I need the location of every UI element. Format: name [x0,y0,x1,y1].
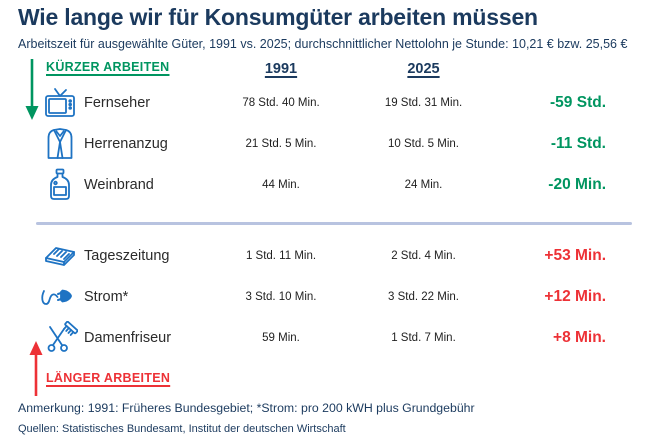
column-header-1991: 1991 [264,61,298,77]
value-1991: 44 Min. [262,178,300,191]
value-1991: 78 Std. 40 Min. [242,96,320,109]
table-row: Weinbrand 44 Min. 24 Min. -20 Min. [36,164,632,205]
comparison-table: 1991 2025 Fernseher 78 Std. 40 Min. 19 S… [36,56,632,358]
change-value: -11 Std. [550,134,606,152]
product-label: Weinbrand [84,176,154,193]
page-subtitle: Arbeitszeit für ausgewählte Güter, 1991 … [18,37,628,51]
value-1991: 3 Std. 10 Min. [245,290,317,303]
value-2025: 10 Std. 5 Min. [388,137,459,150]
table-row: Tageszeitung 1 Std. 11 Min. 2 Std. 4 Min… [36,235,632,276]
value-1991: 21 Std. 5 Min. [245,137,317,150]
arrow-down-icon [25,59,39,120]
value-2025: 3 Std. 22 Min. [388,290,459,303]
column-header-2025: 2025 [407,61,440,77]
footnote: Anmerkung: 1991: Früheres Bundesgebiet; … [18,401,475,415]
suit-icon [36,127,84,161]
scissors-icon [36,320,84,355]
table-row: Herrenanzug 21 Std. 5 Min. 10 Std. 5 Min… [36,123,632,164]
shorter-work-label: KÜRZER ARBEITEN [46,60,170,74]
page-title: Wie lange wir für Konsumgüter arbeiten m… [18,4,538,30]
change-value: +53 Min. [544,246,606,264]
value-2025: 24 Min. [404,178,443,191]
section-divider [36,222,632,225]
tv-icon [36,87,84,119]
product-label: Fernseher [84,94,151,111]
arrow-up-icon [29,341,43,396]
longer-work-label: LÄNGER ARBEITEN [46,371,171,385]
change-value: -20 Min. [548,175,606,193]
change-value: +12 Min. [544,287,606,305]
product-label: Damenfriseur [84,329,172,346]
value-1991: 1 Std. 11 Min. [245,249,317,262]
change-value: -59 Std. [550,93,606,111]
product-label: Herrenanzug [84,135,168,152]
change-value: +8 Min. [553,328,606,346]
plug-icon [36,283,84,311]
table-row: Strom* 3 Std. 10 Min. 3 Std. 22 Min. +12… [36,276,632,317]
product-label: Strom* [84,288,129,305]
value-2025: 19 Std. 31 Min. [384,96,463,109]
value-1991: 59 Min. [262,331,300,344]
table-header-row: 1991 2025 [36,56,632,82]
bottle-icon [36,168,84,202]
sources: Quellen: Statistisches Bundesamt, Instit… [18,423,346,435]
newspaper-icon [36,242,84,270]
value-2025: 1 Std. 7 Min. [391,331,456,344]
table-row: Damenfriseur 59 Min. 1 Std. 7 Min. +8 Mi… [36,317,632,358]
product-label: Tageszeitung [84,247,170,264]
value-2025: 2 Std. 4 Min. [391,249,456,262]
table-row: Fernseher 78 Std. 40 Min. 19 Std. 31 Min… [36,82,632,123]
